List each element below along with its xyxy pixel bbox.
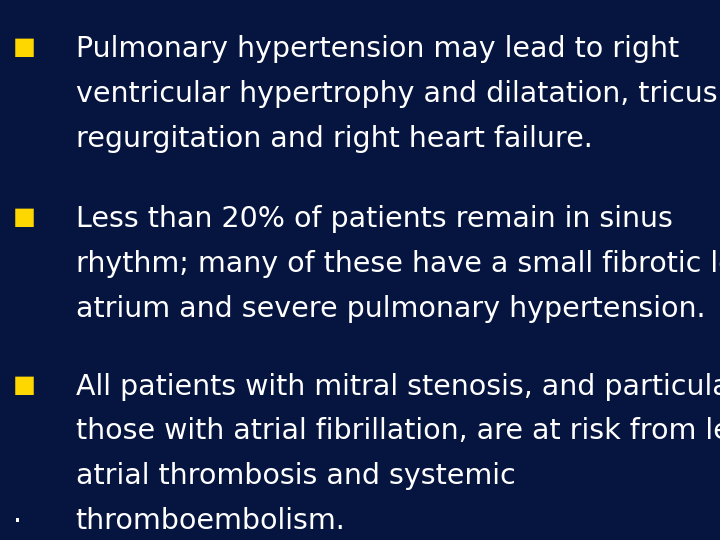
Text: Less than 20% of patients remain in sinus: Less than 20% of patients remain in sinu… [76,205,672,233]
Text: All patients with mitral stenosis, and particularly: All patients with mitral stenosis, and p… [76,373,720,401]
Text: ■: ■ [13,205,36,229]
Text: ventricular hypertrophy and dilatation, tricuspid: ventricular hypertrophy and dilatation, … [76,80,720,108]
Text: .: . [13,500,22,528]
Text: atrial thrombosis and systemic: atrial thrombosis and systemic [76,462,516,490]
Text: atrium and severe pulmonary hypertension.: atrium and severe pulmonary hypertension… [76,295,705,323]
Text: ■: ■ [13,35,36,59]
Text: Pulmonary hypertension may lead to right: Pulmonary hypertension may lead to right [76,35,679,63]
Text: ■: ■ [13,373,36,396]
Text: regurgitation and right heart failure.: regurgitation and right heart failure. [76,125,593,153]
Text: those with atrial fibrillation, are at risk from left: those with atrial fibrillation, are at r… [76,417,720,446]
Text: rhythm; many of these have a small fibrotic left: rhythm; many of these have a small fibro… [76,250,720,278]
Text: thromboembolism.: thromboembolism. [76,507,346,535]
